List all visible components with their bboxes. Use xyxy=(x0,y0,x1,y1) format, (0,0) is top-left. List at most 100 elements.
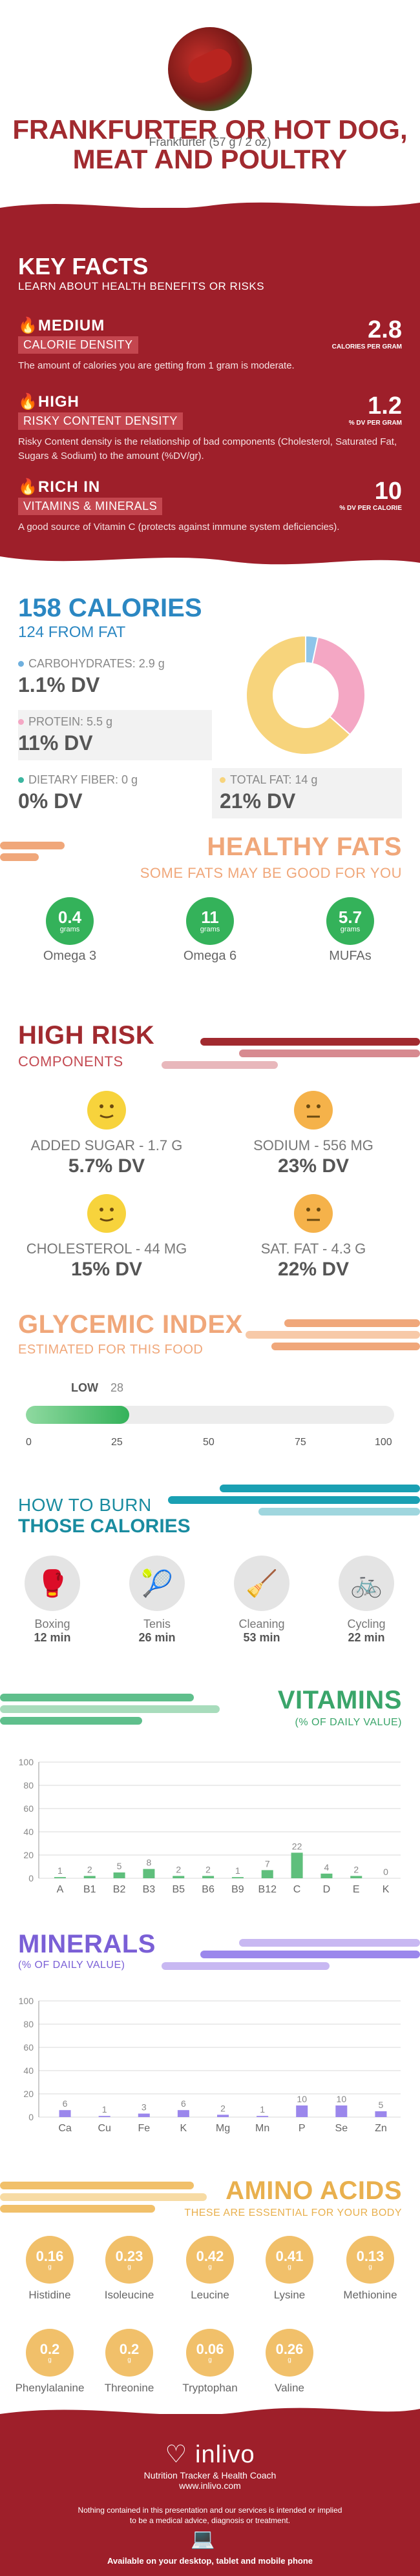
fact-level: HIGH xyxy=(37,393,79,411)
nutrient-label: DIETARY FIBER: 0 g xyxy=(28,773,138,786)
y-tick-label: 40 xyxy=(23,1827,34,1837)
x-tick-label: Fe xyxy=(138,2123,150,2134)
amino-phenylalanine: 0.2 g Phenylalanine xyxy=(14,2329,85,2395)
nutrient-label: PROTEIN: 5.5 g xyxy=(28,715,113,728)
page-title: FRANKFURTER OR HOT DOG, MEAT AND POULTRY xyxy=(12,114,408,174)
amino-unit: g xyxy=(48,2263,52,2271)
bar-B2 xyxy=(113,1872,125,1878)
fat-badge-mufas: 5.7 grams MUFAs xyxy=(311,897,389,964)
activity-name: Boxing xyxy=(34,1618,70,1630)
amino-name: Valine xyxy=(275,2382,304,2394)
y-tick-label: 80 xyxy=(23,1780,34,1790)
bar-value-label: 10 xyxy=(337,2094,347,2104)
x-tick-label: Ca xyxy=(58,2123,72,2134)
risk-label: ADDED SUGAR - 1.7 g xyxy=(30,1137,183,1153)
x-tick-label: K xyxy=(383,1884,390,1895)
nutrient-protein: PROTEIN: 5.5 g 11% DV xyxy=(18,710,212,760)
fact-description: A good source of Vitamin C (protects aga… xyxy=(18,522,340,532)
amino-unit: g xyxy=(368,2263,372,2271)
bar-value-label: 1 xyxy=(260,2104,265,2115)
fat-badge-omega6: 11 grams Omega 6 xyxy=(171,897,249,964)
risk-dv: 5.7% DV xyxy=(68,1155,145,1177)
vitamins-title: VITAMINS xyxy=(277,1686,402,1714)
footer-url[interactable]: www.inlivo.com xyxy=(179,2480,241,2491)
amino-value: 0.13 xyxy=(356,2247,384,2264)
amino-tryptophan: 0.06 g Tryptophan xyxy=(174,2329,246,2395)
legend-dot xyxy=(18,719,24,725)
minerals-subtitle: (% OF DAILY VALUE) xyxy=(18,1960,125,1971)
minerals-chart: 0 20 40 60 80 100 6 Ca 1 Cu 3 Fe 6 K 2 Mg 1 Mn 10 P 10 Se 5 Zn xyxy=(19,1996,401,2134)
cleaning-icon: 🧹 xyxy=(234,1556,289,1611)
bar-C xyxy=(291,1852,303,1878)
high-risk-subtitle: COMPONENTS xyxy=(18,1053,123,1070)
bar-Zn xyxy=(375,2111,387,2117)
glycemic-subtitle: ESTIMATED FOR THIS FOOD xyxy=(18,1343,204,1357)
fact-calorie-density: 🔥MEDIUM CALORIE DENSITY 2.8 CALORIES PER… xyxy=(18,316,402,373)
bar-value-label: 6 xyxy=(63,2098,68,2109)
bar-D xyxy=(320,1873,333,1878)
activity-cycling: 🚲 Cycling 22 min xyxy=(324,1556,408,1645)
legend-dot xyxy=(220,777,226,783)
amino-value: 0.41 xyxy=(275,2247,304,2264)
x-tick-label: Mn xyxy=(255,2123,269,2134)
bar-value-label: 3 xyxy=(142,2102,147,2113)
y-tick-label: 0 xyxy=(28,2112,34,2122)
bar-A xyxy=(54,1877,66,1878)
stripe-decoration xyxy=(0,2182,207,2213)
y-tick-label: 0 xyxy=(28,1873,34,1883)
bar-B1 xyxy=(83,1876,96,1878)
amino-name: Isoleucine xyxy=(104,2289,154,2301)
heart-icon: ♡ xyxy=(165,2441,188,2468)
gi-bar xyxy=(26,1406,394,1424)
amino-unit: g xyxy=(208,2356,212,2364)
bar-Se xyxy=(335,2105,348,2117)
activity-name: Tenis xyxy=(143,1618,171,1630)
amino-leucine: 0.42 g Leucine xyxy=(174,2236,246,2302)
donut-slice-protein xyxy=(311,636,366,736)
fact-description: The amount of calories you are getting f… xyxy=(18,360,295,371)
amino-name: Leucine xyxy=(191,2289,229,2301)
fat-unit: grams xyxy=(59,926,80,933)
risk-dv: 23% DV xyxy=(277,1155,350,1177)
amino-name: Threonine xyxy=(104,2382,154,2394)
fact-unit: CALORIES PER GRAM xyxy=(331,343,402,350)
fact-level: RICH IN xyxy=(37,478,101,496)
macronutrient-donut xyxy=(246,634,366,755)
amino-methionine: 0.13 g Methionine xyxy=(335,2236,406,2302)
bar-value-label: 8 xyxy=(147,1858,152,1868)
x-tick-label: B6 xyxy=(202,1884,215,1895)
key-facts-section: KEY FACTS LEARN ABOUT HEALTH BENEFITS OR… xyxy=(0,202,420,576)
bar-B9 xyxy=(231,1877,244,1878)
fact-description: Risky Content density is the relationshi… xyxy=(18,436,397,461)
amino-value: 0.16 xyxy=(36,2247,64,2264)
boxing-icon: 🥊 xyxy=(25,1556,80,1611)
bar-Ca xyxy=(59,2110,71,2117)
glycemic-title: GLYCEMIC INDEX xyxy=(18,1310,243,1339)
footer-disclaimer: Nothing contained in this presentation a… xyxy=(78,2506,342,2525)
risk-label: SODIUM - 556 mg xyxy=(253,1137,373,1153)
gi-readout: LOW 28 xyxy=(71,1381,123,1395)
healthy-fats-subtitle: SOME FATS MAY BE GOOD FOR YOU xyxy=(140,865,402,881)
activity-name: Cycling xyxy=(347,1618,386,1630)
amino-name: Phenylalanine xyxy=(15,2382,85,2394)
bar-value-label: 2 xyxy=(353,1864,359,1874)
amino-isoleucine: 0.23 g Isoleucine xyxy=(94,2236,165,2302)
x-tick-label: Cu xyxy=(98,2123,110,2134)
amino-name: Lysine xyxy=(273,2289,306,2301)
fat-name: MUFAs xyxy=(329,949,372,963)
x-tick-label: C xyxy=(293,1884,301,1895)
burn-title-2: THOSE CALORIES xyxy=(18,1516,191,1537)
x-tick-label: B3 xyxy=(143,1884,156,1895)
amino-value: 0.26 xyxy=(275,2340,304,2357)
tennis-icon: 🎾 xyxy=(129,1556,185,1611)
bar-value-label: 4 xyxy=(324,1862,330,1872)
flame-icon: 🔥 xyxy=(18,393,38,411)
gi-level: LOW xyxy=(71,1381,98,1394)
bar-Fe xyxy=(138,2113,150,2117)
risk-dv: 22% DV xyxy=(277,1259,350,1280)
stripe-decoration xyxy=(162,1038,420,1069)
key-facts-subtitle: LEARN ABOUT HEALTH BENEFITS OR RISKS xyxy=(18,280,265,292)
bar-value-label: 5 xyxy=(379,2100,384,2110)
fat-value: 5.7 xyxy=(338,908,362,927)
amino-unit: g xyxy=(127,2356,131,2364)
